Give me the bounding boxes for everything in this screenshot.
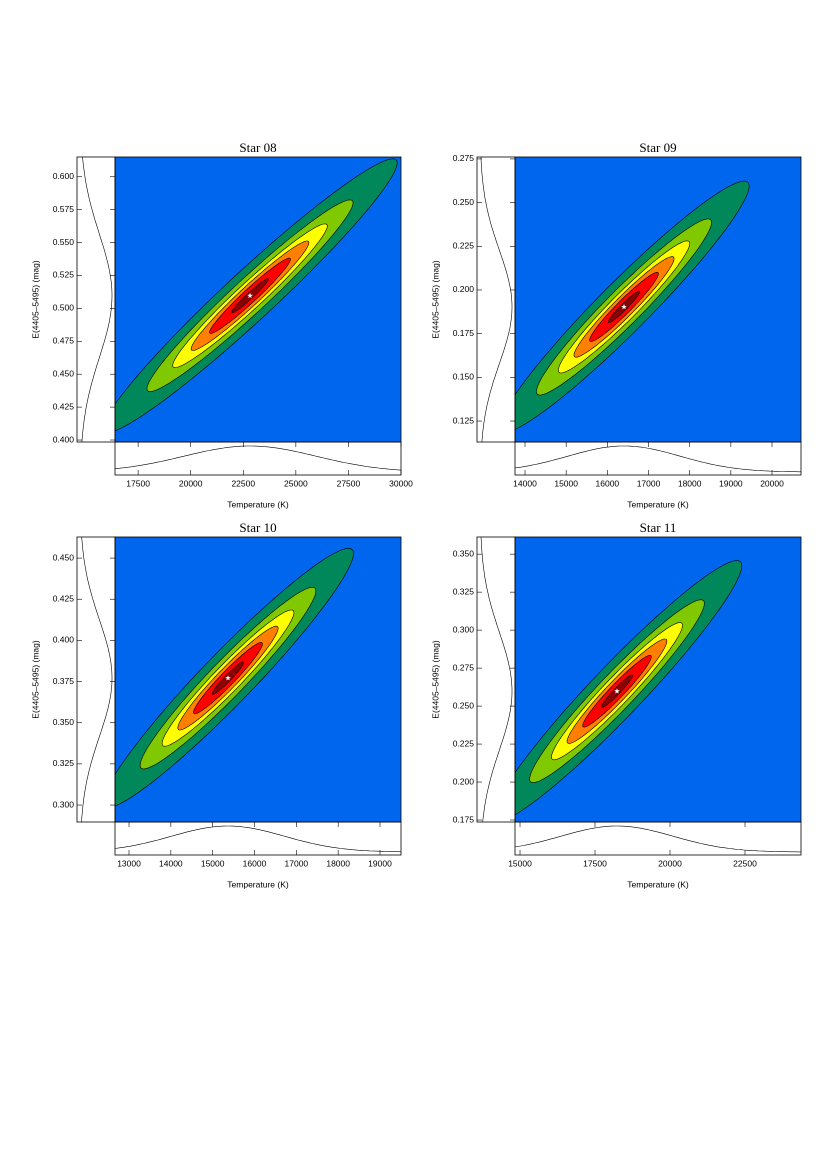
panel: 13000 14000 15000 16000 17000 18000 19000 0.300… xyxy=(30,520,402,889)
left-marginal-frame xyxy=(76,536,116,823)
x-tick-label: 19000 xyxy=(719,478,743,488)
x-tick-label: 18000 xyxy=(678,478,702,488)
y-tick-label: 0.400 xyxy=(53,635,75,645)
x-tick-label: 22500 xyxy=(733,858,757,868)
chart-title: Star 08 xyxy=(239,140,276,155)
y-axis-label: E(4405–5495) (mag) xyxy=(430,260,440,339)
y-tick-label: 0.125 xyxy=(453,415,475,425)
x-tick-label: 17000 xyxy=(637,478,661,488)
y-tick-label: 0.500 xyxy=(53,303,75,313)
contours xyxy=(115,548,354,807)
y-tick-label: 0.600 xyxy=(53,171,75,181)
x-tick-label: 17000 xyxy=(285,858,309,868)
x-axis-label: Temperature (K) xyxy=(627,499,689,509)
panel: 15000 17500 20000 22500 0.175 0.200 0.225 0.250… xyxy=(430,520,802,889)
x-tick-label: 17500 xyxy=(583,858,607,868)
left-marginal-frame xyxy=(476,156,516,443)
marginal-curve xyxy=(480,536,513,823)
marginal-curve xyxy=(480,156,513,443)
y-tick-label: 0.200 xyxy=(453,284,475,294)
x-axis-label: Temperature (K) xyxy=(227,499,289,509)
x-tick-label: 20000 xyxy=(179,478,203,488)
x-tick-label: 16000 xyxy=(243,858,267,868)
y-tick-label: 0.575 xyxy=(53,204,75,214)
chart-title: Star 11 xyxy=(640,520,677,535)
y-tick-label: 0.375 xyxy=(53,676,75,686)
best-fit-marker xyxy=(247,292,253,299)
x-tick-label: 25000 xyxy=(284,478,308,488)
y-tick-label: 0.300 xyxy=(53,799,75,809)
y-axis-label: E(4405–5495) (mag) xyxy=(430,640,440,719)
y-tick-label: 0.200 xyxy=(453,776,475,786)
best-fit-marker xyxy=(225,675,231,681)
x-tick-label: 15000 xyxy=(201,858,225,868)
marginal-curve xyxy=(514,825,801,853)
marginal-curve xyxy=(114,825,402,853)
y-tick-label: 0.350 xyxy=(453,548,475,558)
x-tick-label: 14000 xyxy=(159,858,183,868)
y-tick-label: 0.325 xyxy=(453,586,475,596)
y-tick-label: 0.150 xyxy=(453,372,475,382)
bottom-marginal-frame xyxy=(114,441,402,476)
y-tick-label: 0.425 xyxy=(53,401,75,411)
y-tick-label: 0.475 xyxy=(53,336,75,346)
chart-title: Star 09 xyxy=(639,140,676,155)
x-axis-label: Temperature (K) xyxy=(627,879,689,889)
x-tick-label: 13000 xyxy=(117,858,141,868)
x-tick-label: 15000 xyxy=(554,478,578,488)
panel: 17500 20000 22500 25000 27500 30000 0.400 0.425… xyxy=(30,140,413,509)
x-tick-label: 15000 xyxy=(508,858,532,868)
y-tick-label: 0.250 xyxy=(453,700,475,710)
chart-title: Star 10 xyxy=(239,520,276,535)
x-tick-label: 19000 xyxy=(368,858,392,868)
left-marginal-frame xyxy=(476,536,516,823)
best-fit-marker xyxy=(621,303,627,310)
y-tick-label: 0.525 xyxy=(53,270,75,280)
y-tick-label: 0.250 xyxy=(453,197,475,207)
x-tick-label: 20000 xyxy=(760,478,784,488)
y-tick-label: 0.450 xyxy=(53,368,75,378)
y-tick-label: 0.175 xyxy=(453,328,475,338)
marginal-curve xyxy=(114,445,402,471)
x-tick-label: 27500 xyxy=(337,478,361,488)
x-tick-label: 20000 xyxy=(658,858,682,868)
x-tick-label: 18000 xyxy=(326,858,350,868)
marginal-curve xyxy=(81,156,113,443)
y-tick-label: 0.450 xyxy=(53,552,75,562)
y-tick-label: 0.275 xyxy=(453,662,475,672)
y-tick-label: 0.400 xyxy=(53,434,75,444)
x-tick-label: 17500 xyxy=(126,478,150,488)
y-tick-label: 0.275 xyxy=(453,153,475,163)
y-tick-label: 0.325 xyxy=(53,758,75,768)
x-tick-label: 14000 xyxy=(513,478,537,488)
x-tick-label: 22500 xyxy=(231,478,255,488)
y-axis-label: E(4405–5495) (mag) xyxy=(30,640,40,719)
y-tick-label: 0.175 xyxy=(453,814,475,824)
panel: 14000 15000 16000 17000 18000 19000 20000 0.125… xyxy=(430,140,802,509)
x-axis-label: Temperature (K) xyxy=(227,879,289,889)
bottom-marginal-frame xyxy=(514,821,802,856)
y-tick-label: 0.225 xyxy=(453,738,475,748)
y-tick-label: 0.225 xyxy=(453,241,475,251)
bottom-marginal-frame xyxy=(114,821,402,856)
x-tick-label: 30000 xyxy=(389,478,413,488)
left-marginal-frame xyxy=(76,156,116,443)
best-fit-marker xyxy=(614,688,620,694)
bottom-marginal-frame xyxy=(514,441,802,476)
y-tick-label: 0.550 xyxy=(53,237,75,247)
x-tick-label: 16000 xyxy=(596,478,620,488)
y-tick-label: 0.350 xyxy=(53,717,75,727)
y-tick-label: 0.300 xyxy=(453,624,475,634)
y-axis-label: E(4405–5495) (mag) xyxy=(30,260,40,339)
y-tick-label: 0.425 xyxy=(53,593,75,603)
marginal-curve xyxy=(514,445,801,473)
marginal-curve xyxy=(81,536,113,823)
